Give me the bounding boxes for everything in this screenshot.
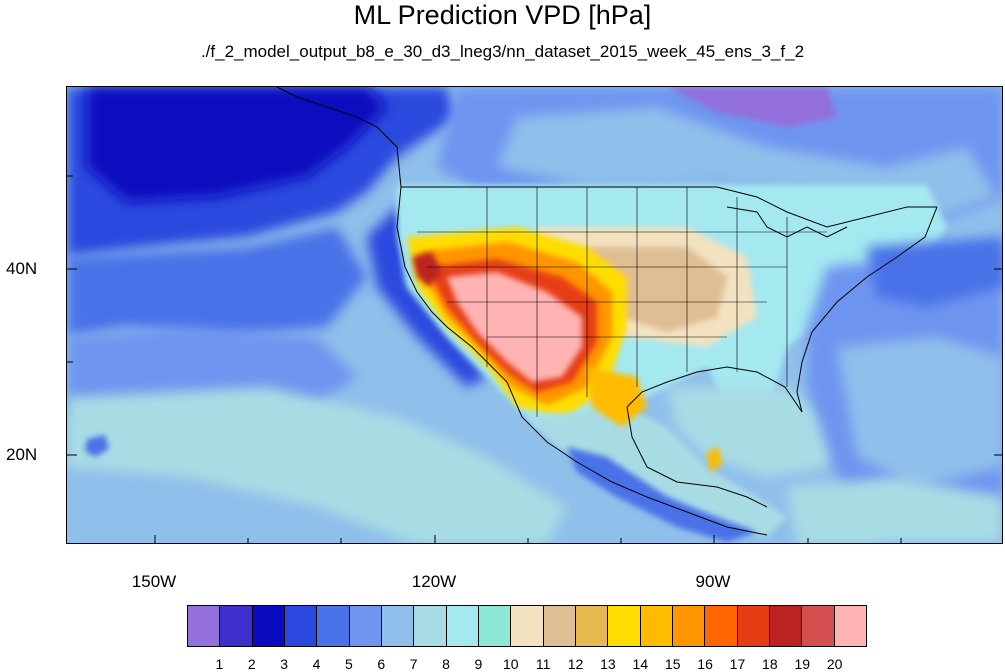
state-borders <box>417 187 827 417</box>
colorbar-label: 4 <box>312 656 321 672</box>
colorbar-swatch <box>446 606 479 646</box>
colorbar-label: 15 <box>664 656 681 672</box>
colorbar-swatch <box>188 606 221 646</box>
field-hawaii <box>85 435 109 457</box>
field-gulf-spot <box>707 447 722 472</box>
colorbar-swatch <box>414 606 447 646</box>
colorbar-label: 12 <box>567 656 584 672</box>
colorbar-label: 9 <box>474 656 483 672</box>
colorbar-label: 6 <box>377 656 386 672</box>
colorbar-label: 18 <box>762 656 778 672</box>
field-west-pink <box>447 272 582 382</box>
colorbar-swatch <box>284 606 318 646</box>
chart-title: ML Prediction VPD [hPa] <box>353 0 652 30</box>
colorbar-swatch <box>252 606 285 646</box>
colorbar-swatch <box>737 606 770 646</box>
field-canada-violet <box>667 87 837 127</box>
us-east-coast <box>796 206 938 413</box>
canada-north-coast <box>276 87 402 188</box>
lon-label-90w: 90W <box>695 572 731 591</box>
colorbar-swatch <box>478 606 512 646</box>
vpd-map-svg <box>67 87 1002 543</box>
colorbar-swatch <box>511 606 544 646</box>
colorbar-swatch <box>543 606 576 646</box>
coastlines <box>276 87 938 536</box>
colorbar-label: 19 <box>794 656 811 672</box>
state-lines-horizontal <box>417 231 827 338</box>
colorbar-swatch <box>220 606 253 646</box>
us-west-coast <box>396 186 508 383</box>
colorbar-swatch <box>317 606 350 646</box>
colorbar-label: 5 <box>344 656 353 672</box>
us-border-north <box>401 186 937 228</box>
colorbar-swatch <box>575 606 609 646</box>
colorbar-label: 8 <box>442 656 450 672</box>
chart-subtitle: ./f_2_model_output_b8_e_30_d3_lneg3/nn_d… <box>200 42 805 61</box>
vpd-map <box>66 86 1003 544</box>
colorbar-swatch <box>349 606 382 646</box>
field-coast-red <box>412 252 442 287</box>
gulf-coast <box>626 366 803 413</box>
colorbar-swatch <box>608 606 641 646</box>
field-pacific-dark <box>87 87 387 202</box>
colorbar-label: 11 <box>535 656 551 672</box>
field-subtropical-band <box>67 387 567 543</box>
colorbar-label: 10 <box>503 656 519 672</box>
lat-label-20n: 20N <box>6 445 38 464</box>
colorbar-label: 3 <box>280 656 289 672</box>
lat-label-40n: 40N <box>6 259 38 278</box>
lon-label-150w: 150W <box>131 572 177 591</box>
state-lines-vertical <box>486 187 788 417</box>
frame-ticks <box>67 175 1002 543</box>
colorbar-label: 16 <box>697 656 713 672</box>
colorbar-label: 17 <box>729 656 746 672</box>
colorbar-label: 7 <box>409 656 418 672</box>
field-mexico-warm <box>587 367 647 427</box>
colorbar-swatch <box>705 606 738 646</box>
colorbar-label: 20 <box>826 656 843 672</box>
colorbar-label: 2 <box>247 656 256 672</box>
mexico-coast <box>506 381 768 536</box>
colorbar <box>187 605 867 647</box>
colorbar-swatch <box>769 606 803 646</box>
colorbar-swatch <box>802 606 835 646</box>
field-caribbean <box>787 477 1002 543</box>
field-pacific-mid <box>67 227 367 337</box>
colorbar-swatch <box>672 606 706 646</box>
colorbar-label: 13 <box>600 656 616 672</box>
lon-label-120w: 120W <box>411 572 457 591</box>
colorbar-label: 14 <box>632 656 649 672</box>
field-mexico-blue <box>567 447 757 542</box>
colorbar-swatch <box>834 606 866 646</box>
mexico-gulf-coast <box>626 406 768 508</box>
colorbar-swatch <box>640 606 673 646</box>
colorbar-swatch <box>381 606 415 646</box>
field-atlantic-pale <box>837 337 1002 487</box>
colorbar-label: 1 <box>215 656 224 672</box>
